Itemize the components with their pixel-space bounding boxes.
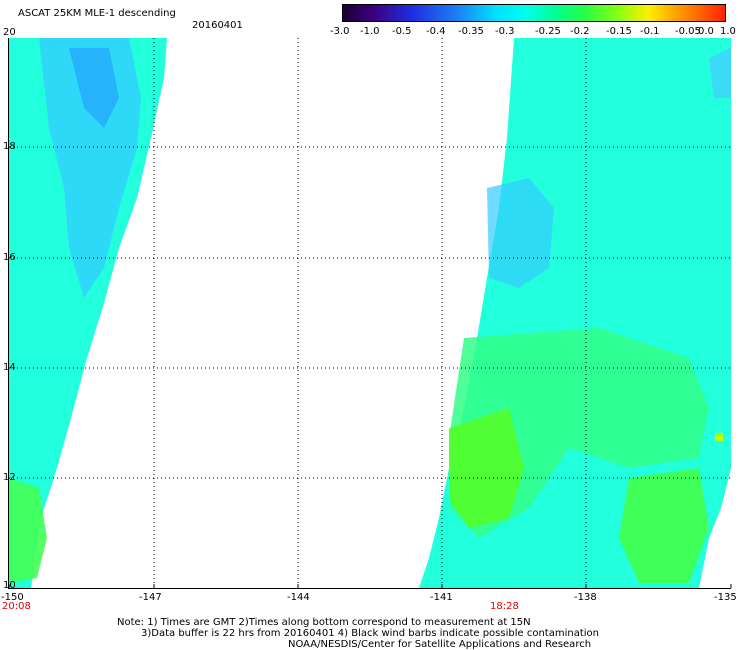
- swath-map: [8, 38, 732, 588]
- lat-label-16: 16: [3, 252, 16, 263]
- note-line-1: Note: 1) Times are GMT 2)Times along bot…: [117, 617, 531, 628]
- colorbar-label: -0.35: [458, 26, 484, 37]
- colorbar-labels: -3.0 -1.0 -0.5 -0.4 -0.35 -0.3 -0.25 -0.2 -0.15-…: [330, 26, 736, 38]
- lon-label-150: -150: [1, 592, 24, 603]
- colorbar-label: -1.0: [360, 26, 380, 37]
- swath-east-green-south: [619, 468, 709, 583]
- note-line-2: 3)Data buffer is 22 hrs from 20160401 4)…: [141, 628, 599, 639]
- lon-label-138: -138: [574, 592, 597, 603]
- map-plot-area: [8, 38, 732, 589]
- lon-label-144: -144: [287, 592, 310, 603]
- swath-east-yellow-cell: [715, 433, 723, 441]
- colorbar-label: -0.15: [606, 26, 632, 37]
- colorbar: [342, 4, 726, 22]
- time-label-east: 18:28: [490, 601, 519, 612]
- swath-east-blue-corner: [709, 48, 731, 98]
- swath-west-deep: [69, 48, 119, 128]
- colorbar-label: -0.3: [495, 26, 515, 37]
- lat-label-20: 20: [3, 27, 16, 38]
- colorbar-fill: [343, 5, 725, 21]
- time-label-west: 20:08: [2, 601, 31, 612]
- colorbar-label: -0.4: [426, 26, 446, 37]
- lat-label-12: 12: [3, 472, 16, 483]
- swath-west-green: [9, 478, 47, 583]
- colorbar-label: -0.2: [570, 26, 590, 37]
- colorbar-label: -3.0: [330, 26, 350, 37]
- lon-label-135: -135: [714, 592, 737, 603]
- product-title: ASCAT 25KM MLE-1 descending: [18, 8, 176, 19]
- lon-label-141: -141: [430, 592, 453, 603]
- swath-east-blue: [487, 178, 554, 288]
- lon-label-147: -147: [139, 592, 162, 603]
- note-line-3: NOAA/NESDIS/Center for Satellite Applica…: [288, 639, 592, 650]
- colorbar-label: -0.5: [392, 26, 412, 37]
- colorbar-label: -0.05: [675, 26, 701, 37]
- lat-label-18: 18: [3, 141, 16, 152]
- colorbar-label: -0.1: [640, 26, 660, 37]
- colorbar-label: 0.0: [698, 26, 714, 37]
- lat-label-10: 10: [3, 580, 16, 591]
- colorbar-gradient: [343, 5, 725, 21]
- swath-east-bright-green: [449, 408, 524, 528]
- colorbar-label: 1.0: [720, 26, 736, 37]
- lat-label-14: 14: [3, 362, 16, 373]
- colorbar-label: -0.25: [535, 26, 561, 37]
- product-date: 20160401: [192, 20, 243, 31]
